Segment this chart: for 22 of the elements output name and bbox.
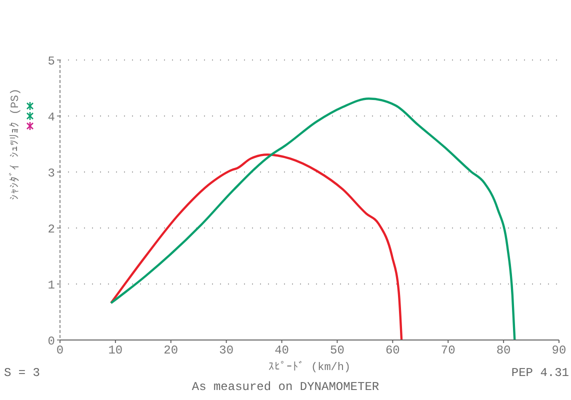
y-tick-label: 5 <box>48 54 55 68</box>
y-tick-label: 3 <box>48 166 55 180</box>
text: S = 3 <box>4 366 40 380</box>
x-tick-label: 60 <box>385 344 400 358</box>
x-tick-label: 90 <box>552 344 566 358</box>
y-tick-label: 2 <box>48 222 55 236</box>
text: As measured on DYNAMOMETER <box>190 380 380 394</box>
x-tick-label: 30 <box>219 344 234 358</box>
x-tick-label: 40 <box>274 344 289 358</box>
line-series <box>110 154 403 340</box>
x-tick-label: 50 <box>330 344 344 358</box>
x-tick-label: 20 <box>164 344 178 358</box>
y-tick-label: 4 <box>48 110 55 124</box>
text: PEP 4.31 <box>511 366 569 380</box>
x-axis-title: ｽﾋﾟｰﾄﾞ (km/h) <box>268 360 351 374</box>
y-tick-label: 0 <box>48 334 55 348</box>
x-tick-label: 10 <box>108 344 123 358</box>
x-tick-label: 80 <box>496 344 511 358</box>
y-tick-label: 1 <box>48 278 55 292</box>
y-axis-title: ｼｬｼﾀﾞｲ ｼｭﾂﾘｮｸ (PS) <box>8 88 22 200</box>
line-series <box>110 98 516 340</box>
x-tick-label: 70 <box>440 344 456 358</box>
